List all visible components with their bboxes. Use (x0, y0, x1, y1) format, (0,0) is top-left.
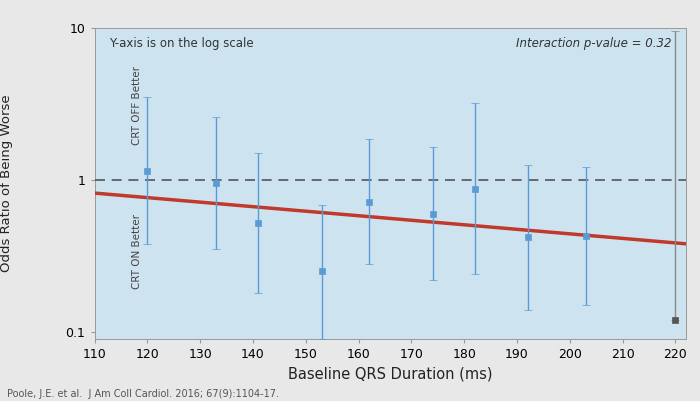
Text: CRT OFF Better: CRT OFF Better (132, 66, 142, 145)
Text: CRT ON Better: CRT ON Better (132, 214, 142, 290)
Text: Interaction p-value = 0.32: Interaction p-value = 0.32 (516, 37, 671, 51)
Text: Y-axis is on the log scale: Y-axis is on the log scale (109, 37, 254, 51)
X-axis label: Baseline QRS Duration (ms): Baseline QRS Duration (ms) (288, 367, 493, 381)
Text: Poole, J.E. et al.  J Am Coll Cardiol. 2016; 67(9):1104-17.: Poole, J.E. et al. J Am Coll Cardiol. 20… (7, 389, 279, 399)
Y-axis label: Odds Ratio of Being Worse: Odds Ratio of Being Worse (0, 95, 13, 272)
